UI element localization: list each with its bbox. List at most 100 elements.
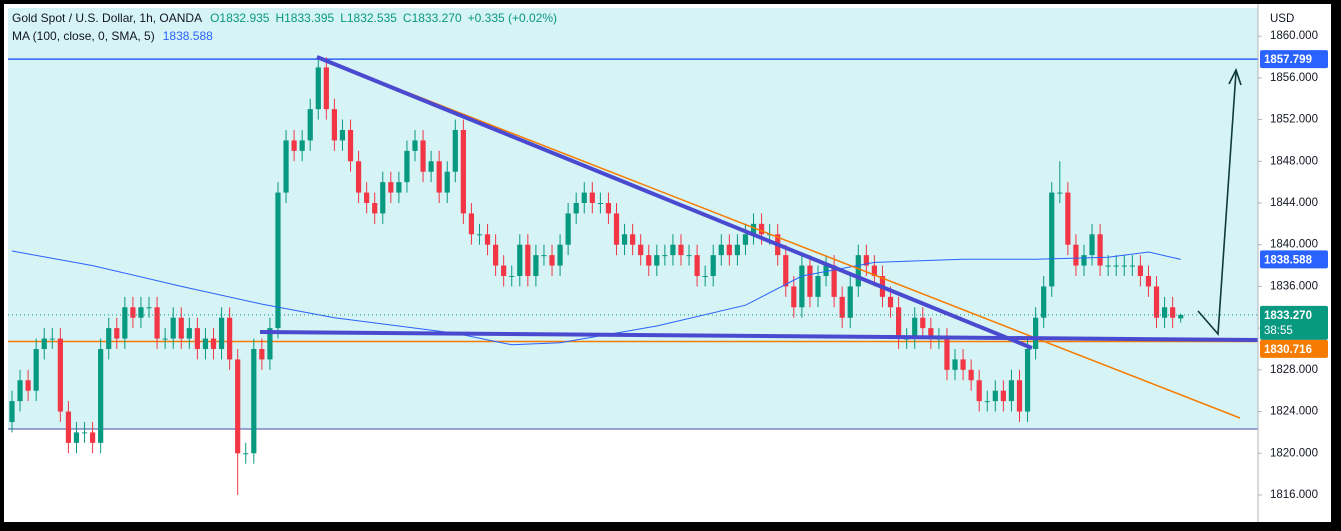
- countdown: 38:55: [1264, 325, 1293, 337]
- candle-body: [106, 328, 112, 349]
- candle-body: [235, 359, 241, 454]
- candle-body: [1129, 265, 1135, 267]
- price-line-tag: 1857.799: [1264, 54, 1312, 66]
- candle-body: [1016, 380, 1023, 412]
- candle-body: [621, 234, 628, 245]
- candle-body: [41, 338, 47, 349]
- candle-body: [484, 234, 491, 245]
- trend-line: [316, 56, 1241, 419]
- candle-body: [202, 338, 209, 349]
- ma-tag-bg: [1260, 250, 1328, 269]
- candle-body: [783, 255, 789, 287]
- candle-body: [25, 380, 31, 391]
- candle-body: [420, 140, 426, 172]
- candle-body: [1161, 307, 1168, 318]
- candle-body: [146, 307, 152, 309]
- candle-body: [468, 213, 475, 235]
- last-price-tag-bg: [1260, 305, 1328, 340]
- candle-body: [887, 296, 894, 308]
- candle-body: [178, 317, 184, 339]
- candle-body: [186, 328, 192, 339]
- candle-body: [372, 202, 378, 214]
- ohlc-value: C1833.270: [403, 11, 462, 25]
- plot-area: [8, 57, 1258, 495]
- candle-body: [686, 255, 692, 257]
- y-tick-label: 1824.000: [1270, 406, 1318, 418]
- indicator-label: MA (100, close, 0, SMA, 5): [12, 29, 155, 43]
- candle-body: [388, 182, 394, 193]
- y-tick-label: 1836.000: [1270, 280, 1318, 292]
- candle-body: [210, 338, 217, 349]
- candle-body: [275, 192, 281, 329]
- y-tick-label: 1828.000: [1270, 364, 1318, 376]
- y-tick-label: 1856.000: [1270, 72, 1318, 84]
- candle-body: [613, 213, 620, 245]
- candle-body: [573, 202, 579, 214]
- candle-body: [726, 244, 732, 256]
- candle-body: [823, 265, 829, 276]
- y-tick-label: 1820.000: [1270, 447, 1318, 459]
- candle-body: [549, 255, 555, 266]
- moving-average: [11, 250, 1181, 346]
- candle-body: [1145, 275, 1152, 287]
- trend-line: [316, 55, 1033, 350]
- candle-body: [476, 234, 483, 236]
- candle-body: [170, 317, 176, 339]
- candle-body: [1008, 380, 1015, 402]
- candle-body: [831, 265, 837, 297]
- candle-body: [871, 265, 878, 276]
- candle-body: [718, 244, 724, 256]
- candle-body: [1049, 192, 1055, 287]
- candle-body: [1137, 265, 1143, 276]
- candle-body: [509, 275, 515, 277]
- candle-body: [807, 265, 813, 297]
- candle-body: [1033, 317, 1039, 349]
- candle-body: [1024, 348, 1031, 412]
- candle-body: [331, 109, 337, 141]
- candle-body: [670, 244, 676, 256]
- candle-body: [428, 161, 434, 172]
- candle-body: [493, 244, 499, 266]
- candle-body: [863, 255, 869, 266]
- candle-body: [525, 244, 531, 276]
- candle-body: [968, 369, 974, 381]
- ohlc-value: L1832.535: [340, 11, 397, 25]
- candle-body: [380, 182, 386, 214]
- y-tick-label: 1860.000: [1270, 30, 1318, 42]
- axis-unit: USD: [1270, 13, 1294, 25]
- candle-body: [928, 328, 934, 339]
- candle-body: [589, 192, 595, 203]
- candle-body: [839, 296, 845, 318]
- candle-body: [750, 223, 757, 235]
- last-price-tag: 1833.270: [1264, 310, 1312, 322]
- candle-body: [162, 338, 168, 340]
- candle-body: [307, 109, 313, 141]
- candle-body: [412, 140, 418, 151]
- candle-body: [710, 255, 716, 276]
- candle-body: [259, 348, 265, 360]
- y-tick-label: 1840.000: [1270, 239, 1318, 251]
- candle-body: [896, 307, 902, 339]
- candle-body: [638, 244, 644, 256]
- candle-body: [65, 411, 72, 443]
- candle-body: [678, 244, 684, 256]
- candle-body: [49, 338, 55, 340]
- candle-body: [758, 223, 765, 235]
- candle-body: [912, 317, 918, 339]
- candle-body: [944, 338, 950, 370]
- candle-body: [323, 67, 329, 110]
- symbol-title: Gold Spot / U.S. Dollar, 1h, OANDA: [12, 11, 202, 25]
- candle-body: [33, 348, 39, 391]
- ohlc-value: H1833.395: [275, 11, 334, 25]
- y-tick-label: 1852.000: [1270, 114, 1318, 126]
- candle-body: [57, 338, 63, 412]
- y-tick-label: 1844.000: [1270, 197, 1318, 209]
- candle-body: [702, 275, 708, 277]
- candle-body: [565, 213, 571, 245]
- candle-body: [984, 401, 990, 403]
- price-line-tag: 1830.716: [1264, 344, 1312, 356]
- candle-body: [976, 380, 982, 402]
- candle-body: [654, 255, 660, 266]
- arrow: [1197, 71, 1237, 336]
- candle-body: [533, 255, 539, 276]
